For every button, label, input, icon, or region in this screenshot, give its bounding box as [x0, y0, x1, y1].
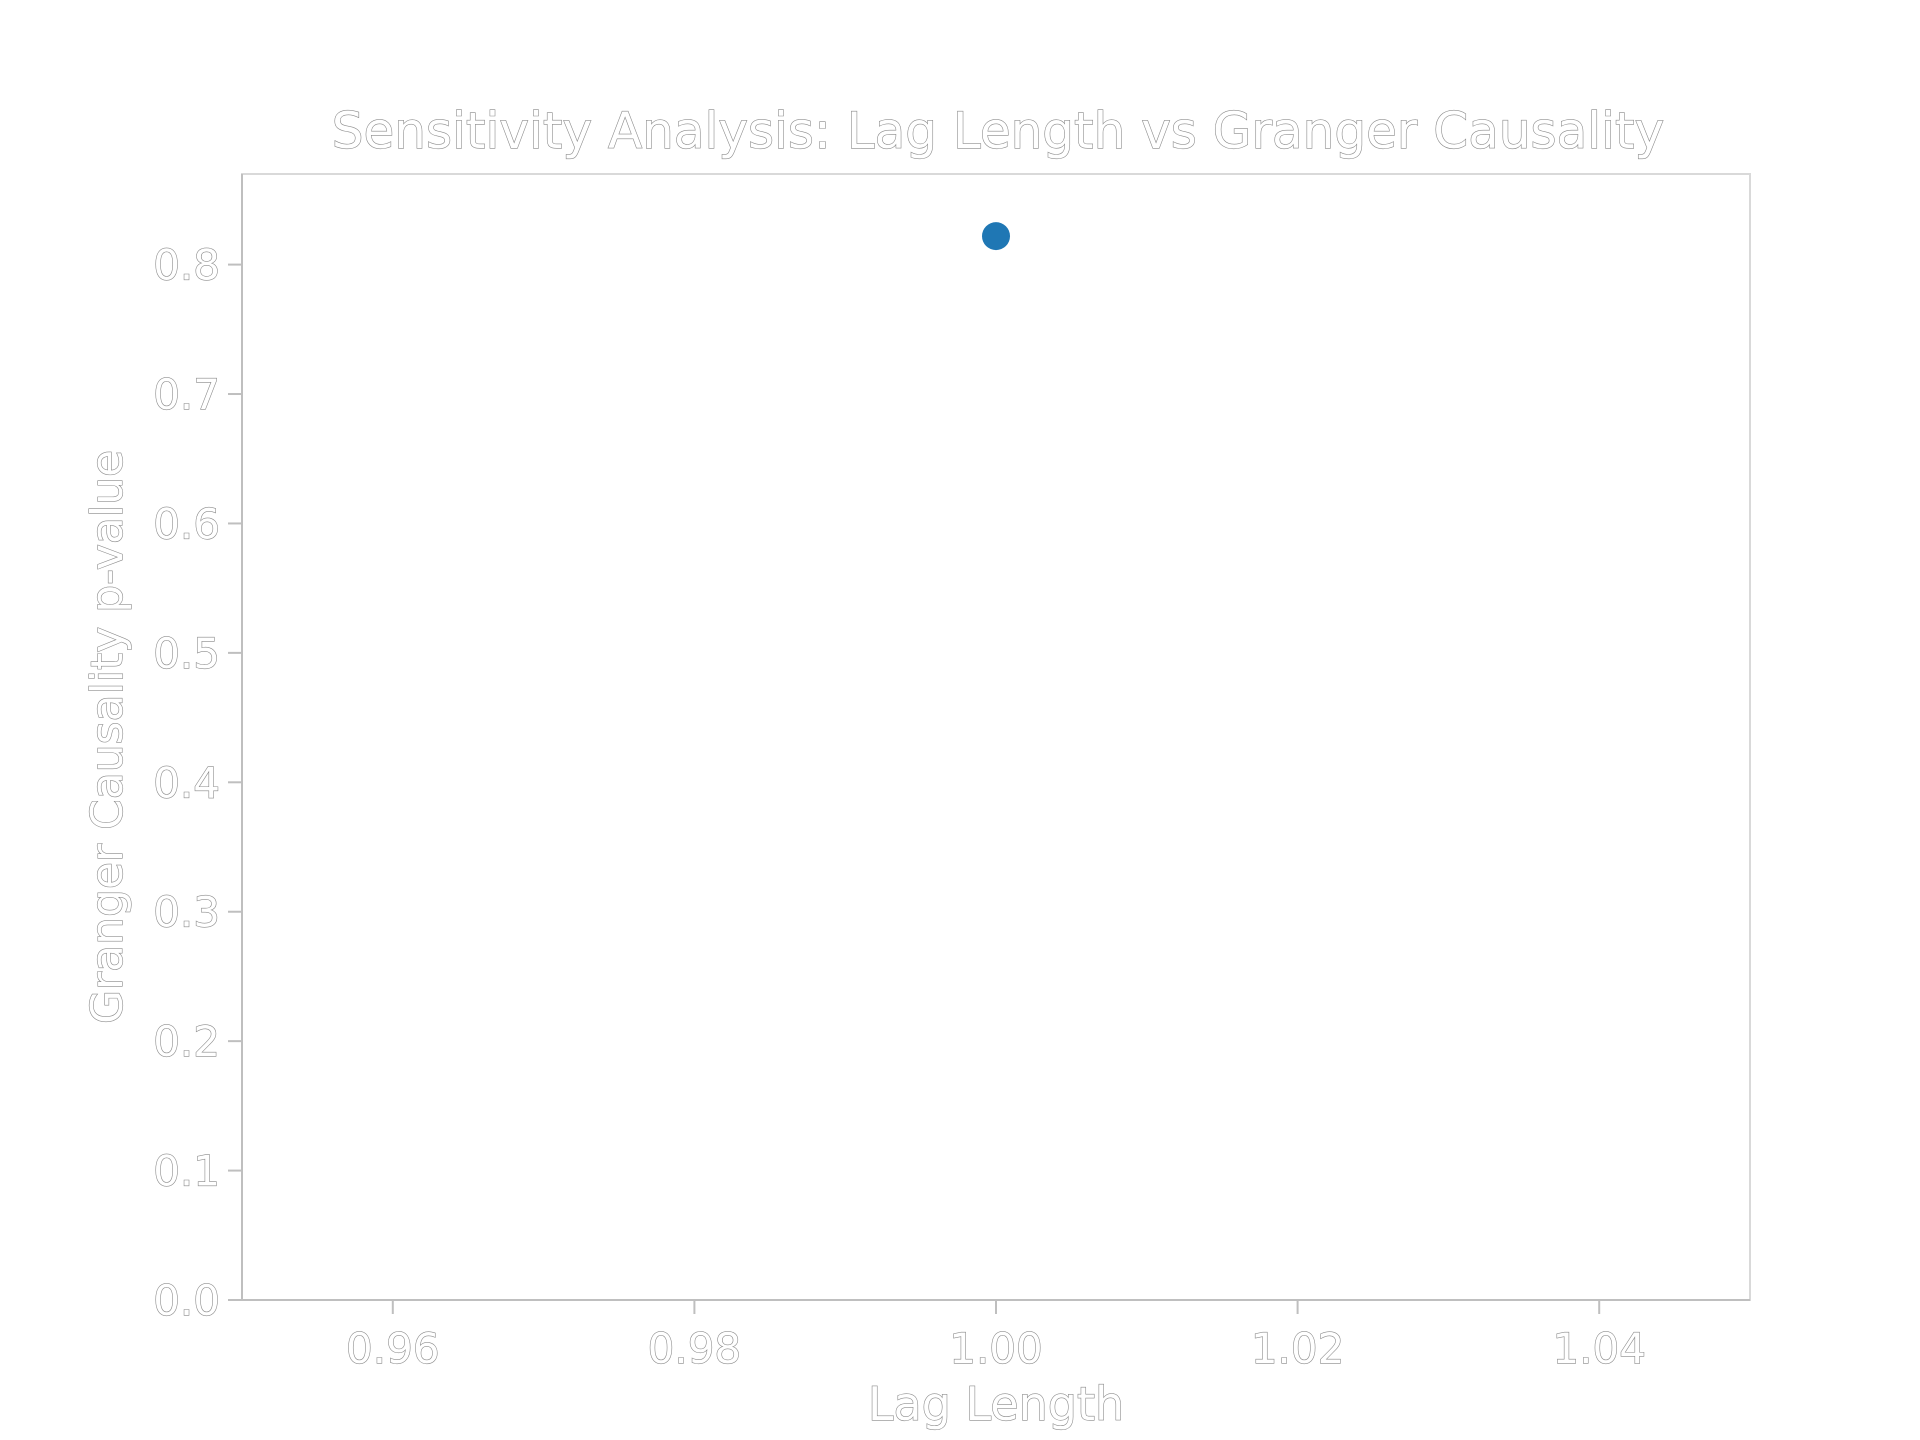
y-tick-label: 0.6: [153, 499, 220, 548]
x-tick-label: 1.00: [949, 1324, 1043, 1373]
x-tick-label: 0.96: [346, 1324, 440, 1373]
x-tick-label: 1.02: [1251, 1324, 1345, 1373]
y-axis-ticks: 0.0 0.1 0.2 0.3 0.4 0.5 0.6 0.7 0.8: [153, 240, 242, 1326]
chart-title: Sensitivity Analysis: Lag Length vs Gran…: [332, 102, 1664, 160]
y-tick-label: 0.0: [153, 1276, 220, 1325]
y-tick-label: 0.8: [153, 241, 220, 290]
y-tick-label: 0.4: [153, 758, 220, 807]
x-tick-label: 0.98: [648, 1324, 742, 1373]
y-axis-label: Granger Causality p-value: [82, 450, 133, 1024]
y-tick-label: 0.1: [153, 1147, 220, 1196]
data-point: [982, 222, 1010, 251]
y-tick-label: 0.7: [153, 370, 220, 419]
x-axis-label: Lag Length: [868, 1377, 1124, 1431]
plot-area: [241, 173, 1751, 1301]
y-tick-label: 0.5: [153, 629, 220, 678]
y-tick-label: 0.2: [153, 1017, 220, 1066]
x-tick-label: 1.04: [1552, 1324, 1646, 1373]
scatter-points: [982, 222, 1010, 251]
y-tick-label: 0.3: [153, 888, 220, 937]
x-axis-ticks: 0.96 0.98 1.00 1.02 1.04: [345, 1300, 1647, 1374]
